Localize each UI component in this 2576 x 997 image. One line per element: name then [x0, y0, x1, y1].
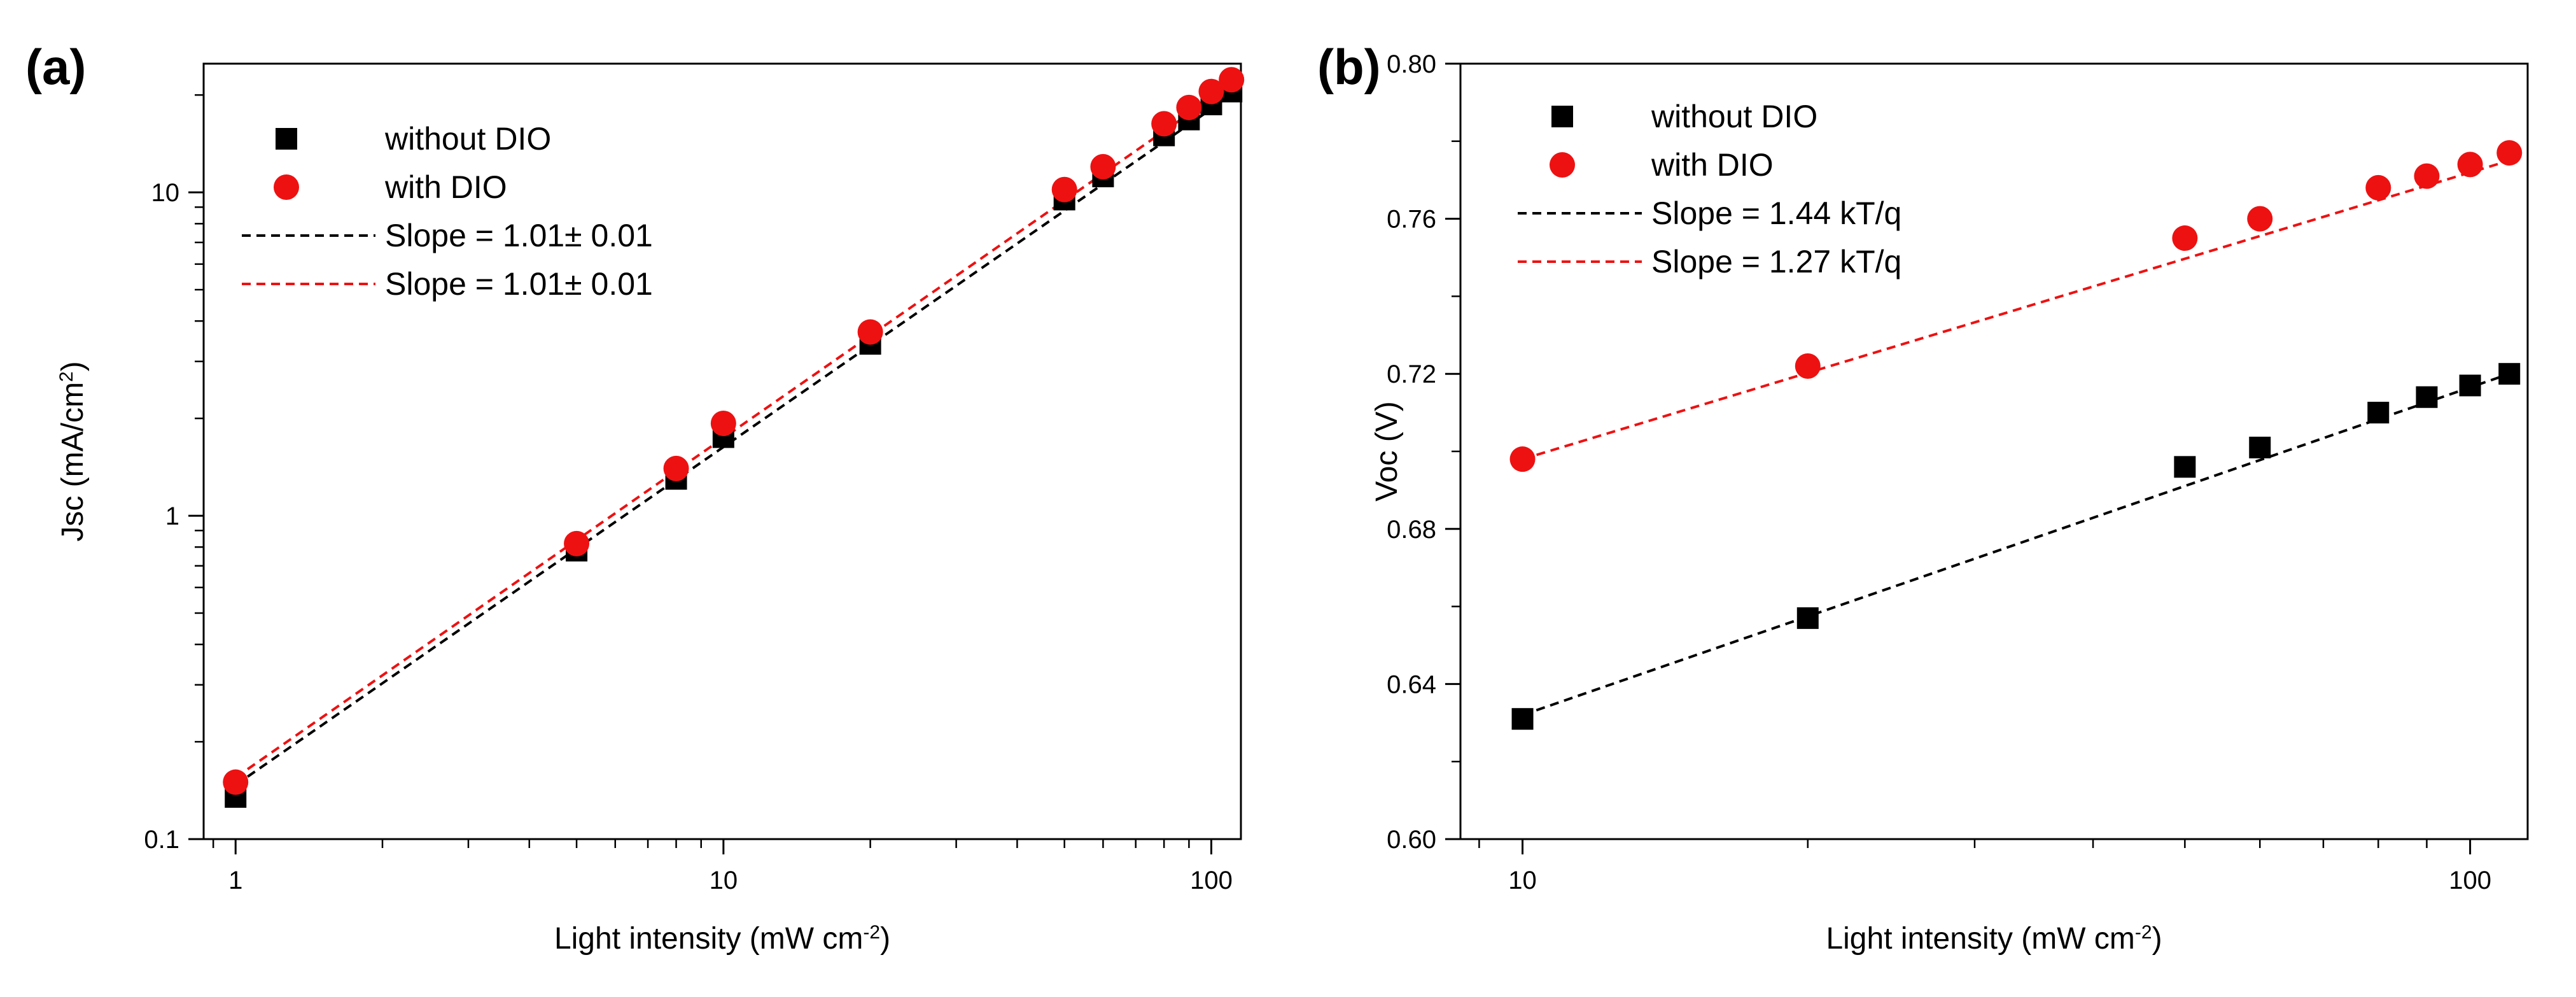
x-tick-label: 100 — [2449, 866, 2491, 894]
data-point-with-dio — [2247, 206, 2273, 232]
data-point-without-dio — [2174, 456, 2196, 478]
y-tick-label: 0.80 — [1387, 50, 1436, 78]
data-point-with-dio — [2457, 152, 2483, 178]
panel-letter: (b) — [1317, 39, 1381, 95]
legend-label: Slope = 1.01± 0.01 — [385, 218, 653, 253]
y-tick-label: 0.1 — [144, 826, 179, 854]
legend-label: with DIO — [1651, 147, 1774, 183]
data-point-with-dio — [1151, 111, 1177, 137]
fit-line-with-dio — [1522, 159, 2510, 461]
data-point-without-dio — [1511, 708, 1534, 730]
data-point-without-dio — [1796, 607, 1819, 629]
y-tick-label: 0.72 — [1387, 360, 1436, 388]
legend-label: Slope = 1.01± 0.01 — [385, 266, 653, 302]
y-tick-label: 1 — [165, 502, 179, 530]
legend-label: Slope = 1.44 kT/q — [1651, 195, 1901, 231]
data-point-with-dio — [2172, 225, 2198, 251]
data-point-with-dio — [1090, 153, 1116, 180]
data-point-with-dio — [857, 319, 883, 345]
y-tick-label: 10 — [151, 179, 180, 207]
panel-b: (b) 10 100 0.60 0.64 0.68 0.72 0.76 0.80 Light in… — [1317, 39, 2529, 956]
x-tick-label: 10 — [1508, 866, 1537, 894]
data-point-without-dio — [2459, 374, 2481, 397]
plot-frame — [1459, 62, 2529, 840]
x-axis-title-sup: -2 — [863, 922, 880, 943]
data-point-with-dio — [1795, 353, 1821, 379]
data-point-without-dio — [2498, 363, 2521, 385]
y-tick-label: 0.64 — [1387, 670, 1436, 698]
data-point-with-dio — [663, 455, 689, 481]
data-point-without-dio — [2249, 436, 2271, 458]
x-axis-title-end: ) — [880, 922, 890, 956]
y-axis-title: Jsc (mA/cm2) — [56, 361, 90, 541]
data-point-without-dio — [2367, 402, 2390, 424]
x-axis-title-end: ) — [2152, 922, 2162, 956]
data-point-with-dio — [564, 530, 590, 556]
x-tick-label: 1 — [228, 866, 242, 894]
x-tick-label: 10 — [710, 866, 738, 894]
data-point-with-dio — [2365, 174, 2391, 201]
data-point-with-dio — [2414, 163, 2440, 189]
data-point-with-dio — [1176, 94, 1202, 120]
legend: without DIO with DIO Slope = 1.01± 0.01 Slo… — [242, 121, 653, 302]
x-axis-title-main: Light intensity (mW cm — [554, 922, 863, 956]
y-tick-label: 0.60 — [1387, 826, 1436, 854]
data-point-with-dio — [223, 769, 249, 795]
legend-marker-with-dio — [1550, 152, 1575, 178]
legend-label: without DIO — [1651, 99, 1817, 134]
x-axis-title-main: Light intensity (mW cm — [1826, 922, 2134, 956]
legend-label: without DIO — [384, 121, 551, 157]
y-axis-title-end: ) — [56, 361, 90, 371]
x-axis-title: Light intensity (mW cm-2) — [554, 922, 890, 956]
fit-line-without-dio — [1522, 372, 2510, 717]
legend-label: with DIO — [384, 169, 507, 205]
data-point-with-dio — [2496, 140, 2523, 166]
panel-letter: (a) — [25, 39, 86, 95]
y-tick-label: 0.76 — [1387, 206, 1436, 234]
x-tick-label: 100 — [1190, 866, 1233, 894]
y-axis-title: Voc (V) — [1370, 401, 1404, 501]
plot-frame — [202, 62, 1242, 840]
x-axis-title: Light intensity (mW cm-2) — [1826, 922, 2162, 956]
y-tick-label: 0.68 — [1387, 516, 1436, 544]
y-axis-title-main: Voc (V) — [1370, 401, 1404, 501]
panel-a: (a) 1 10 100 0.1 1 10 Light intensity (mW cm-2)… — [25, 39, 1245, 956]
data-point-with-dio — [1051, 176, 1077, 202]
legend-marker-with-dio — [274, 174, 299, 200]
legend-label: Slope = 1.27 kT/q — [1651, 244, 1901, 279]
legend-marker-without-dio — [1551, 106, 1573, 127]
data-point-with-dio — [1198, 78, 1224, 104]
data-point-with-dio — [710, 411, 736, 437]
y-axis-title-sup: 2 — [56, 371, 77, 382]
legend: without DIO with DIO Slope = 1.44 kT/q Slop… — [1518, 99, 1901, 279]
x-axis-title-sup: -2 — [2135, 922, 2152, 943]
data-point-with-dio — [1509, 446, 1536, 472]
data-point-without-dio — [2416, 386, 2438, 408]
data-point-with-dio — [1219, 67, 1245, 93]
y-axis-title-main: Jsc (mA/cm — [56, 382, 90, 542]
legend-marker-without-dio — [276, 128, 297, 150]
